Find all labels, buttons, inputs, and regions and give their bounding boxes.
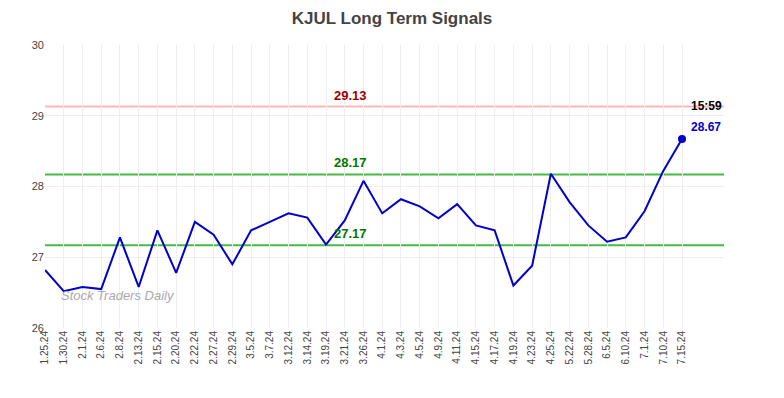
svg-text:4.9.24: 4.9.24 [433,331,444,359]
svg-text:30: 30 [32,39,44,51]
svg-text:4.15.24: 4.15.24 [470,331,481,365]
svg-text:5.28.24: 5.28.24 [583,331,594,365]
svg-text:5.22.24: 5.22.24 [564,331,575,365]
svg-text:2.6.24: 2.6.24 [95,331,106,359]
svg-text:2.15.24: 2.15.24 [152,331,163,365]
svg-text:4.3.24: 4.3.24 [395,331,406,359]
svg-text:26: 26 [32,322,44,334]
svg-text:7.15.24: 7.15.24 [676,331,687,365]
svg-text:2.27.24: 2.27.24 [208,331,219,365]
svg-text:28: 28 [32,180,44,192]
svg-text:3.26.24: 3.26.24 [358,331,369,365]
svg-text:28.17: 28.17 [334,155,367,170]
svg-text:29.13: 29.13 [334,88,367,103]
svg-text:7.10.24: 7.10.24 [658,331,669,365]
svg-text:3.21.24: 3.21.24 [339,331,350,365]
svg-text:1.25.24: 1.25.24 [39,331,50,365]
svg-text:7.1.24: 7.1.24 [639,331,650,359]
svg-text:1.30.24: 1.30.24 [58,331,69,365]
svg-text:2.8.24: 2.8.24 [114,331,125,359]
svg-text:6.5.24: 6.5.24 [601,331,612,359]
svg-text:4.25.24: 4.25.24 [545,331,556,365]
svg-text:2.22.24: 2.22.24 [189,331,200,365]
svg-text:Stock Traders Daily: Stock Traders Daily [61,288,175,303]
svg-text:3.14.24: 3.14.24 [302,331,313,365]
svg-text:6.10.24: 6.10.24 [620,331,631,365]
svg-text:3.19.24: 3.19.24 [320,331,331,365]
svg-text:3.7.24: 3.7.24 [264,331,275,359]
svg-text:4.19.24: 4.19.24 [508,331,519,365]
svg-text:4.23.24: 4.23.24 [526,331,537,365]
svg-text:27.17: 27.17 [334,226,367,241]
svg-text:2.13.24: 2.13.24 [133,331,144,365]
svg-text:KJUL Long Term Signals: KJUL Long Term Signals [292,9,493,28]
svg-text:4.5.24: 4.5.24 [414,331,425,359]
svg-text:4.11.24: 4.11.24 [451,331,462,364]
svg-text:3.5.24: 3.5.24 [245,331,256,359]
svg-text:2.29.24: 2.29.24 [227,331,238,365]
svg-text:2.20.24: 2.20.24 [170,331,181,365]
svg-text:4.1.24: 4.1.24 [376,331,387,359]
svg-text:3.12.24: 3.12.24 [283,331,294,365]
svg-text:28.67: 28.67 [691,120,721,134]
svg-text:2.1.24: 2.1.24 [77,331,88,359]
svg-text:4.17.24: 4.17.24 [489,331,500,365]
svg-text:29: 29 [32,110,44,122]
svg-text:27: 27 [32,251,44,263]
svg-text:15:59: 15:59 [691,99,722,113]
